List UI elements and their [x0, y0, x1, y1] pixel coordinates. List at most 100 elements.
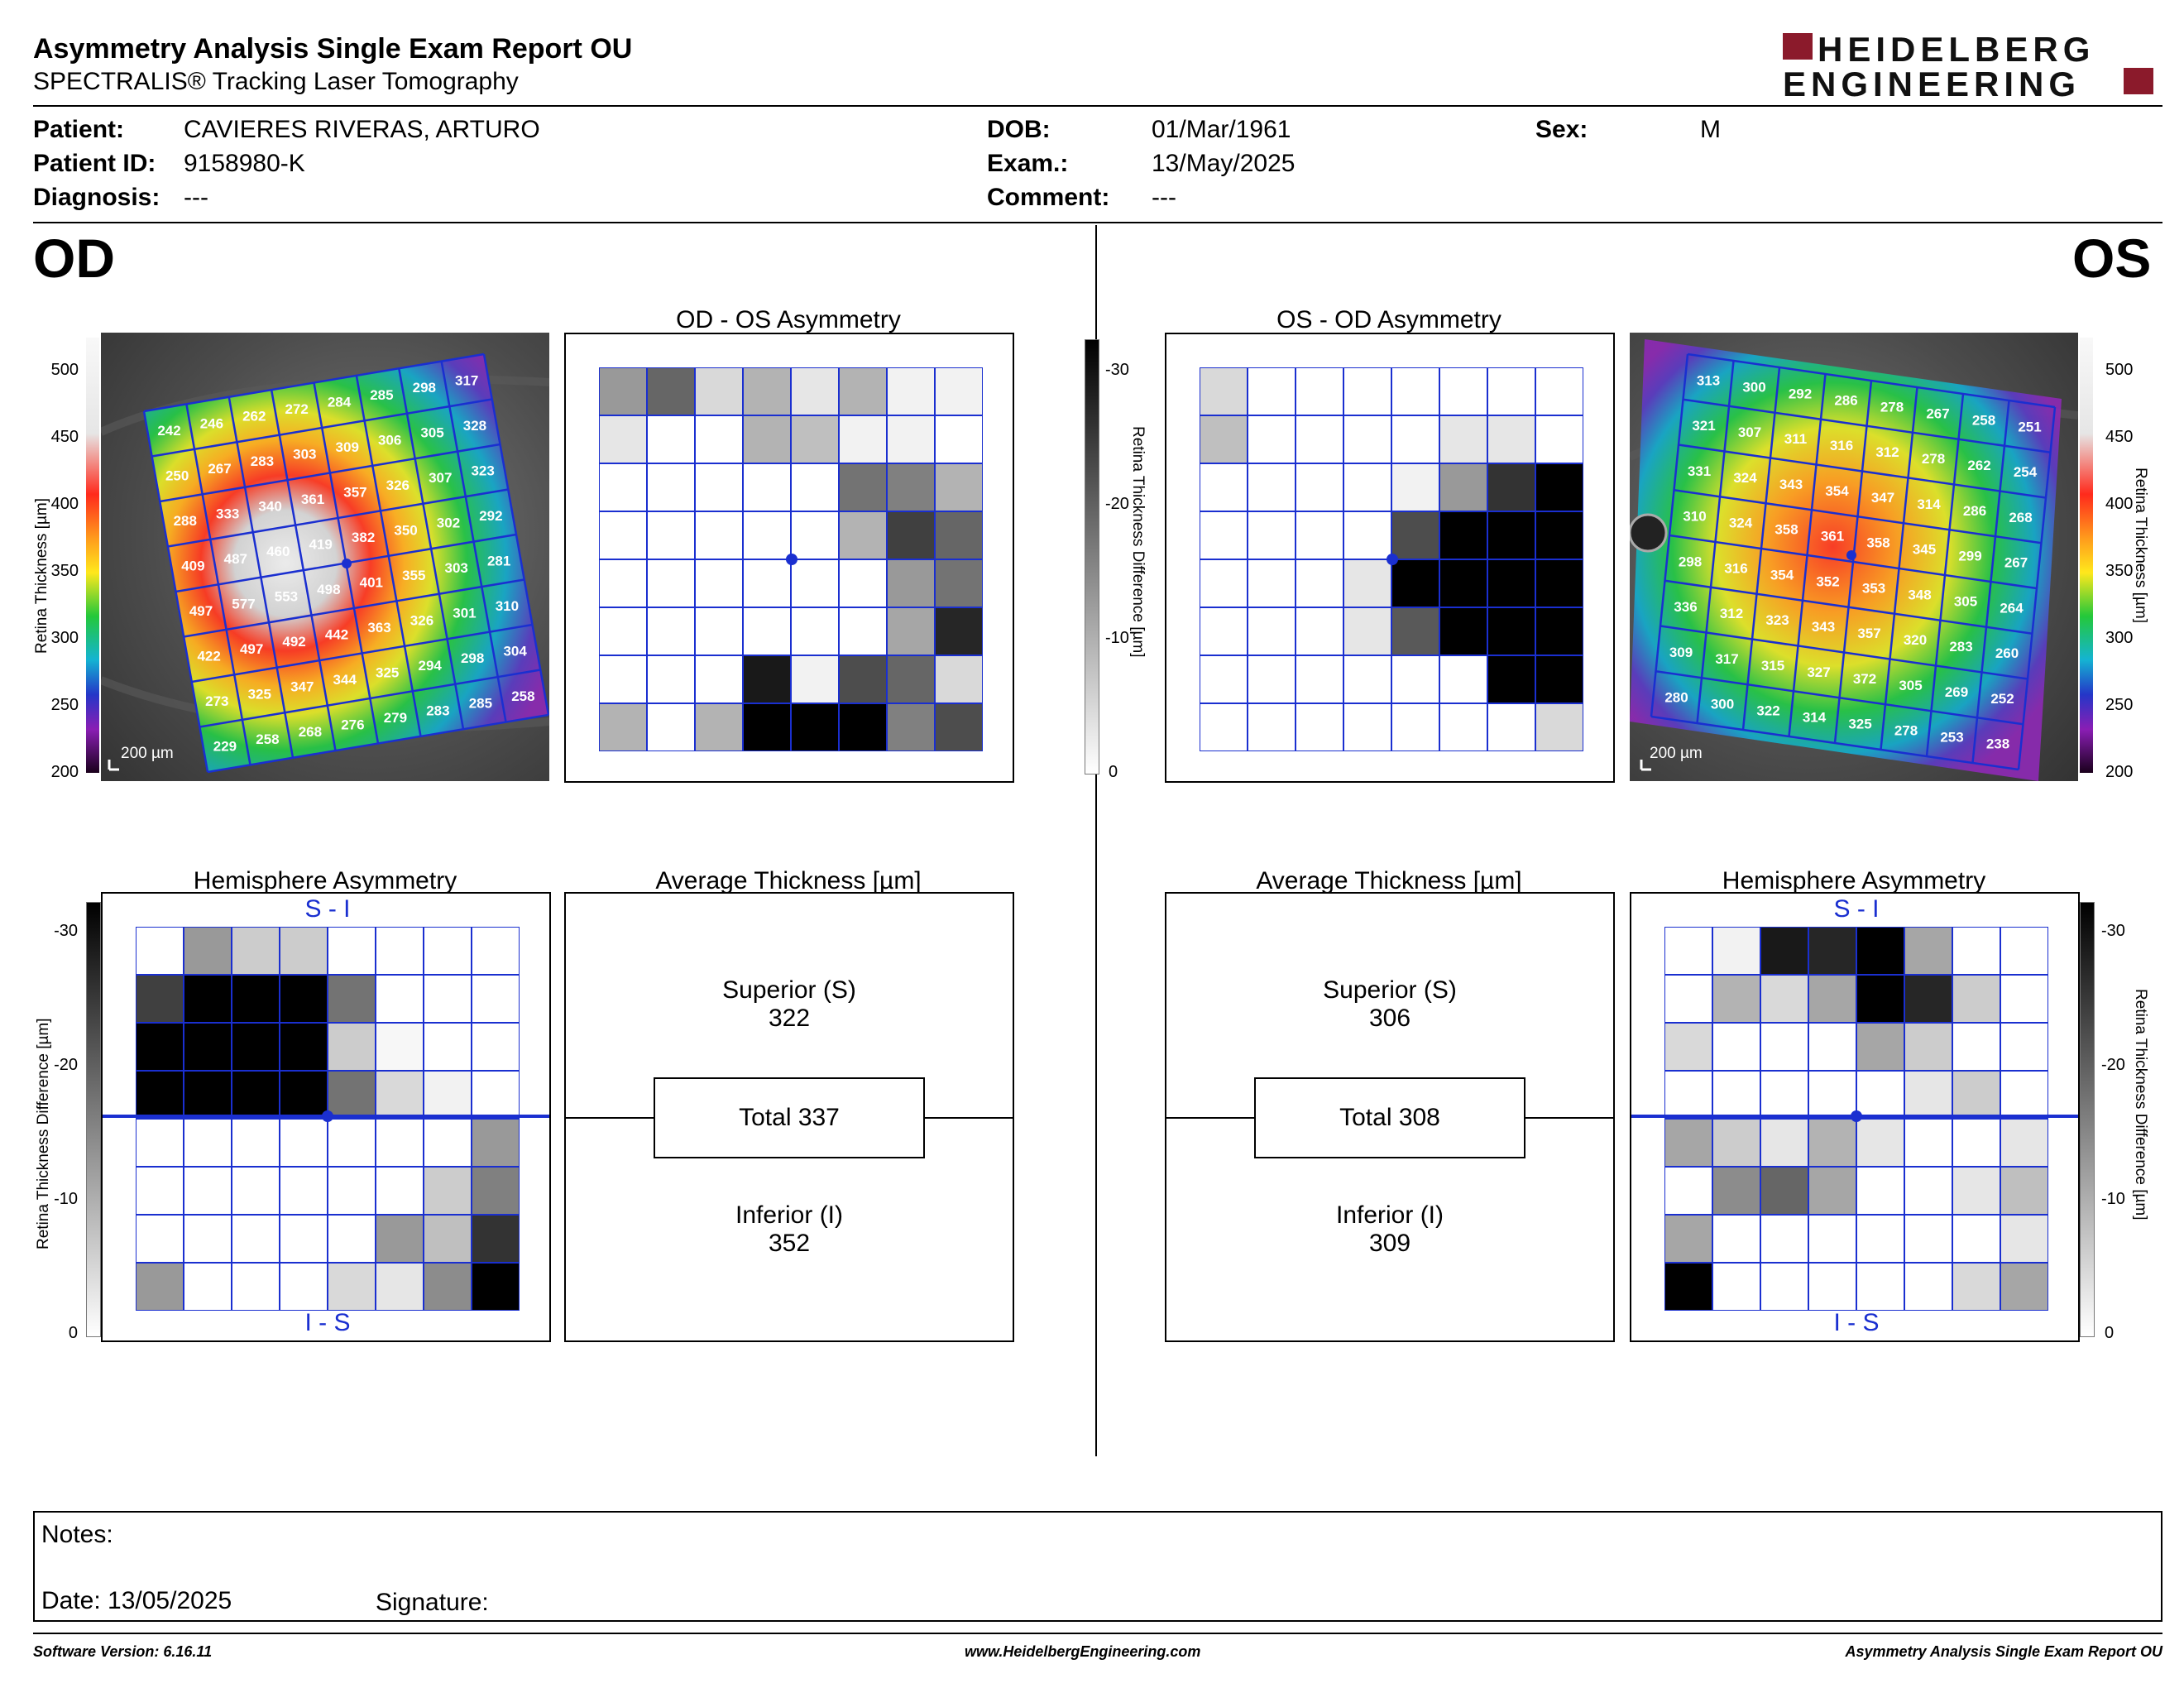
os-etdrs-value: 312 — [1875, 444, 1899, 460]
os-etdrs-grid-line — [1650, 715, 2019, 771]
od-hemi-cell — [136, 1167, 184, 1215]
od-hemi-cell — [280, 927, 328, 975]
od-asym-fovea — [786, 554, 797, 565]
os-hemi-cell — [1712, 927, 1760, 975]
os-label: OS — [2072, 228, 2152, 289]
exam-value: 13/May/2025 — [1152, 150, 1296, 177]
os-etdrs-value: 310 — [1683, 509, 1706, 525]
os-asym-cell — [1296, 511, 1343, 559]
od-tick-250: 250 — [50, 696, 79, 714]
os-etdrs-value: 343 — [1812, 619, 1835, 635]
os-etdrs-value: 322 — [1756, 703, 1779, 719]
os-hemi-cell — [1808, 975, 1856, 1023]
os-asym-cell — [1248, 559, 1296, 607]
os-asym-cell — [1487, 703, 1535, 751]
os-asym-cell — [1343, 367, 1391, 415]
od-asym-cell — [599, 511, 647, 559]
os-etdrs-value: 269 — [1945, 684, 1968, 700]
od-asym-cell — [887, 415, 935, 463]
od-hemi-axis-label: Retina Thickness Difference [µm] — [35, 1018, 52, 1249]
od-asym-cell — [647, 463, 695, 511]
od-asym-cell — [599, 367, 647, 415]
notes-box[interactable]: Notes: Date: 13/05/2025 Signature: — [33, 1511, 2162, 1622]
os-asym-cell — [1487, 655, 1535, 703]
od-hemi-cell — [472, 1023, 520, 1071]
os-asym-cell — [1200, 607, 1248, 655]
os-superior-value: 306 — [1368, 1005, 1411, 1032]
od-etdrs-values: 242 246 262 272 284 285 298 317 250 267 283 303 309 3… — [157, 373, 534, 755]
od-asym-cell — [839, 463, 887, 511]
os-asym-cell — [1391, 511, 1439, 559]
od-etdrs-grid-line — [355, 375, 422, 737]
os-etdrs-value: 324 — [1733, 470, 1757, 486]
os-asym-cell — [1343, 463, 1391, 511]
od-hemi-cell — [424, 1167, 472, 1215]
os-etdrs-value: 316 — [1830, 438, 1853, 453]
os-hemi-cell — [1712, 1071, 1760, 1119]
os-etdrs-value: 305 — [1954, 593, 1977, 609]
os-etdrs-value: 300 — [1742, 379, 1765, 395]
od-asym-cell — [887, 607, 935, 655]
os-hemi-cell — [1664, 1119, 1712, 1167]
od-etdrs-grid-line — [482, 353, 549, 716]
os-asym-cell — [1391, 607, 1439, 655]
os-etdrs-value: 345 — [1913, 542, 1936, 558]
od-etdrs-value: 272 — [285, 401, 308, 417]
os-etdrs-value: 323 — [1765, 612, 1789, 628]
od-asym-cell — [599, 559, 647, 607]
od-asym-cell — [599, 703, 647, 751]
od-asym-cell — [647, 607, 695, 655]
od-hemi-cell — [280, 975, 328, 1023]
comment-value: --- — [1152, 184, 1176, 211]
od-asym-cell — [647, 655, 695, 703]
od-etdrs-value: 258 — [256, 731, 279, 747]
os-asym-cell — [1487, 463, 1535, 511]
od-etdrs-value: 310 — [496, 598, 519, 614]
os-etdrs-value: 264 — [2000, 600, 2024, 616]
os-hemi-cell — [2000, 975, 2048, 1023]
od-asym-grid — [599, 367, 983, 751]
od-etdrs-value: 258 — [511, 688, 534, 704]
od-hemi-cell — [280, 1215, 328, 1263]
os-etdrs-value: 352 — [1816, 573, 1839, 589]
os-hemi-cell — [1952, 927, 2000, 975]
os-hemi-cell — [1856, 1071, 1904, 1119]
od-etdrs-value: 268 — [299, 724, 322, 740]
od-asym-cell — [647, 511, 695, 559]
os-etdrs-value: 316 — [1724, 560, 1747, 576]
od-asym-cell — [743, 559, 791, 607]
os-hemi-cell — [1712, 1215, 1760, 1263]
sex-label: Sex: — [1535, 116, 1588, 143]
os-etdrs-value: 258 — [1972, 412, 1995, 428]
od-asym-cell — [695, 655, 743, 703]
os-asym-cell — [1391, 415, 1439, 463]
os-etdrs-value: 348 — [1908, 587, 1931, 602]
os-etdrs-value: 347 — [1871, 490, 1894, 506]
os-asym-cell — [1343, 415, 1391, 463]
od-thickness-colorbar — [86, 338, 99, 773]
os-etdrs-value: 321 — [1692, 418, 1715, 434]
od-tick-300: 300 — [50, 629, 79, 647]
os-total-box: Total 308 — [1254, 1077, 1525, 1158]
footer-website-link[interactable]: www.HeidelbergEngineering.com — [965, 1643, 1201, 1660]
os-hemi-cell — [1712, 1167, 1760, 1215]
os-etdrs-value: 252 — [1990, 691, 2014, 707]
od-hemi-cell — [328, 1215, 376, 1263]
os-hemi-tick-20: -20 — [2101, 1056, 2125, 1074]
od-hemi-cell — [472, 1263, 520, 1311]
od-etdrs-value: 283 — [251, 453, 274, 469]
od-asym-cell — [887, 463, 935, 511]
os-hemi-cell — [1904, 1215, 1952, 1263]
od-hemi-cell — [280, 1119, 328, 1167]
os-hemi-cell — [2000, 1071, 2048, 1119]
os-hemi-cell — [1712, 1263, 1760, 1311]
od-etdrs-value: 326 — [410, 612, 433, 628]
od-etdrs-grid-line — [191, 623, 533, 683]
os-asym-cell — [1535, 511, 1583, 559]
od-hemi-cell — [232, 1263, 280, 1311]
od-asym-cell — [743, 511, 791, 559]
os-hemi-cell — [1760, 1263, 1808, 1311]
os-etdrs-grid-line — [1655, 670, 2024, 726]
os-avg-midline-left — [1166, 1117, 1254, 1119]
od-hemi-cell — [136, 1263, 184, 1311]
